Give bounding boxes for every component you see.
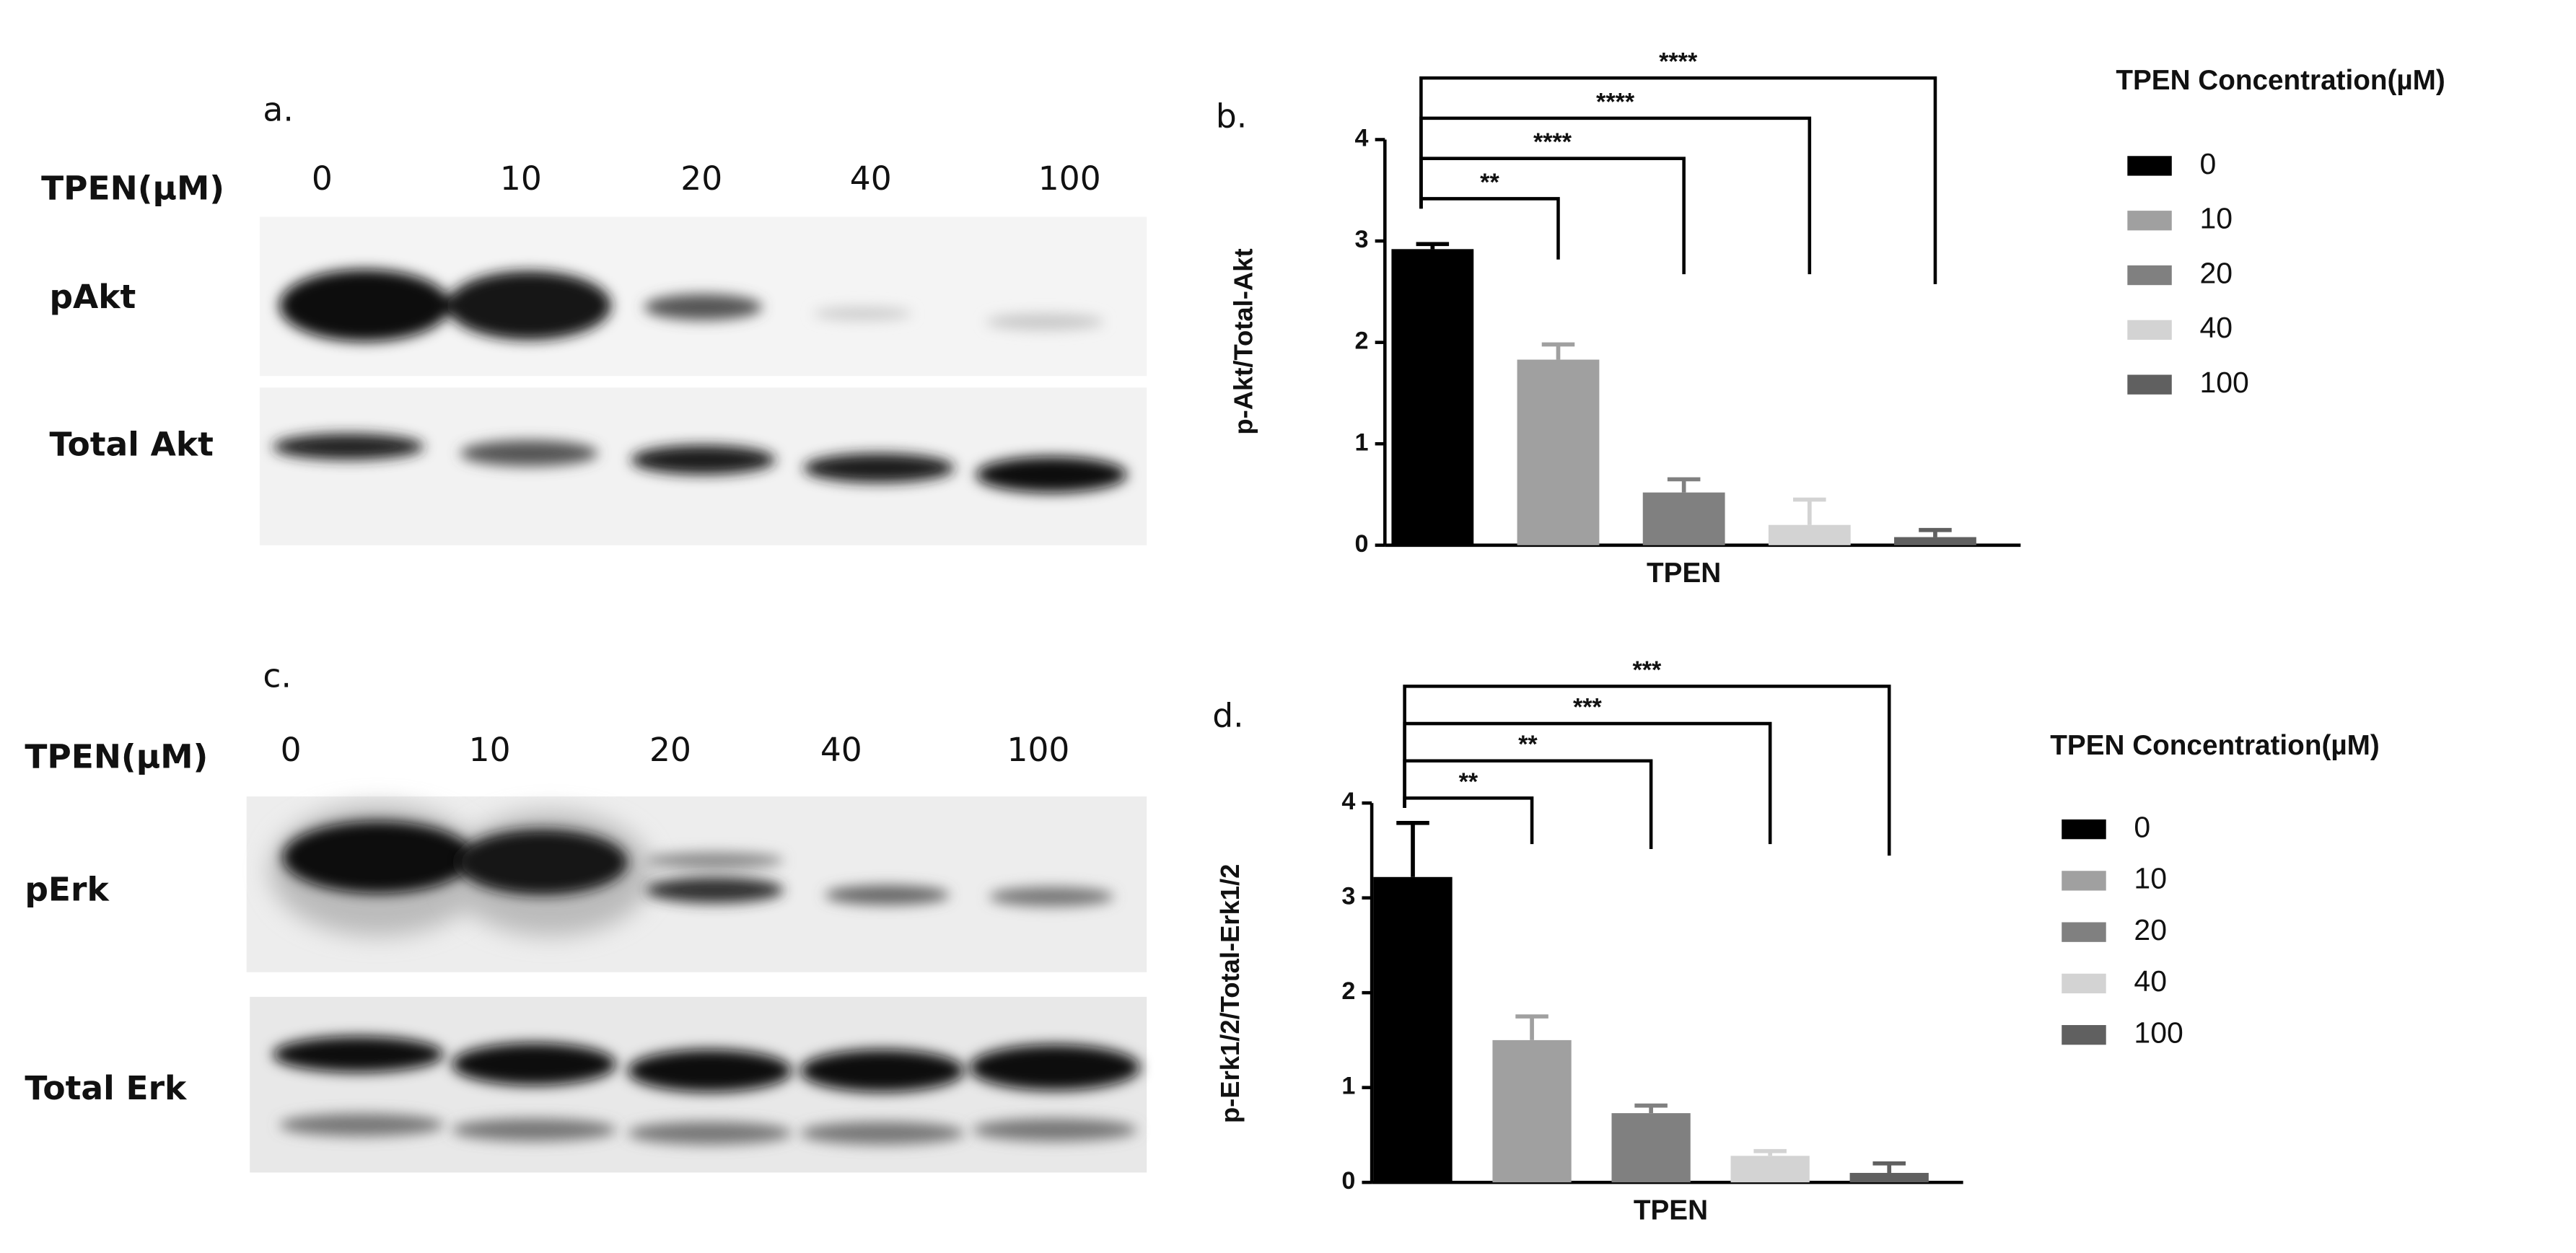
bar [1642,492,1725,545]
blot-panel-c: c. TPEN(µM) 0 10 20 40 100 pErk Total Er… [25,657,1147,1173]
significance-label: **** [1533,128,1572,156]
bands [269,804,1141,1145]
legend-label: 0 [2199,147,2216,180]
legend-swatch [2127,374,2172,395]
lane-label: 100 [1007,731,1070,769]
y-tick-label: 1 [1341,1073,1355,1100]
bar [1730,1156,1810,1183]
y-tick-label: 4 [1355,125,1369,152]
bar [1849,1172,1929,1183]
y-tick-label: 0 [1355,530,1369,558]
panel-label: c. [263,657,292,695]
y-tick-label: 1 [1355,428,1369,456]
error-bar [1919,527,1952,537]
legend-swatch [2062,973,2106,994]
panel-label: b. [1216,97,1247,135]
y-tick-label: 3 [1355,226,1369,253]
significance-bracket [1403,759,1653,849]
row-label: pAkt [49,278,136,316]
error-bar [1541,342,1575,360]
error-bar [1793,497,1826,525]
lane-label: 10 [500,159,542,198]
bar [1611,1113,1691,1183]
significance-label: *** [1633,656,1662,684]
lane-label: 20 [680,159,722,198]
legend-label: 10 [2134,862,2167,895]
bar [1894,537,1976,545]
dose-label: TPEN(µM) [41,170,224,208]
legend-swatch [2127,320,2172,340]
significance-bracket [1419,76,1937,284]
legend-swatch [2062,1025,2106,1045]
y-tick-label: 3 [1341,883,1355,910]
error-bar [1634,1103,1668,1114]
legend-swatch [2062,819,2106,840]
error-bar [1667,477,1701,493]
dose-label: TPEN(µM) [25,737,208,775]
legend-swatch [2127,156,2172,176]
lane-label: 20 [649,731,691,769]
y-tick-label: 2 [1341,977,1355,1005]
y-tick-label: 2 [1355,327,1369,355]
bar [1391,249,1474,545]
bar [1517,359,1600,545]
y-tick-label: 0 [1341,1167,1355,1195]
significance-label: ** [1480,169,1499,196]
error-bar [1416,242,1450,250]
legend-swatch [2127,211,2172,231]
bar [1373,876,1453,1183]
legend-swatch [2127,265,2172,286]
error-bar [1753,1148,1787,1156]
x-axis-label: TPEN [1634,1195,1708,1226]
bar [1492,1039,1572,1183]
significance-label: ** [1518,731,1538,758]
legend-label: 100 [2199,366,2248,399]
legend-title: TPEN Concentration(µM) [2050,730,2379,761]
lane-label: 0 [312,159,333,198]
legend-swatch [2062,922,2106,942]
lane-label: 100 [1038,159,1101,198]
significance-label: ** [1459,768,1478,796]
legend-label: 40 [2199,311,2233,344]
lane-label: 0 [281,731,302,769]
legend-label: 40 [2134,964,2167,998]
legend-swatch [2062,871,2106,891]
error-bar [1515,1014,1548,1040]
legend-label: 0 [2134,810,2150,843]
blot-panel-a: a. TPEN(µM) 0 10 20 40 100 pAkt Total Ak… [41,90,1147,545]
legend-label: 20 [2134,913,2167,946]
x-axis-label: TPEN [1647,558,1721,589]
row-label: pErk [25,871,110,909]
legend-label: 10 [2199,202,2233,235]
y-axis-label: p-Erk1/2/Total-Erk1/2 [1215,864,1245,1123]
legend-title: TPEN Concentration(µM) [2116,65,2445,96]
row-label: Total Akt [49,426,213,464]
y-tick-label: 4 [1341,788,1355,815]
legend-label: 20 [2199,256,2233,289]
significance-label: **** [1659,48,1698,76]
significance-bracket [1419,116,1812,275]
significance-bracket [1403,685,1891,856]
lane-label: 40 [820,731,862,769]
row-label: Total Erk [25,1069,188,1107]
lane-label: 10 [469,731,511,769]
error-bar [1396,820,1429,877]
significance-label: *** [1573,694,1603,721]
error-bar [1872,1161,1906,1173]
y-axis-label: p-Akt/Total-Akt [1228,248,1258,434]
panel-label: d. [1212,696,1243,734]
panel-label: a. [263,90,293,128]
bands [273,269,1127,493]
bar [1768,524,1851,545]
legend-label: 100 [2134,1016,2183,1050]
significance-label: **** [1596,88,1635,115]
lane-label: 40 [850,159,892,198]
